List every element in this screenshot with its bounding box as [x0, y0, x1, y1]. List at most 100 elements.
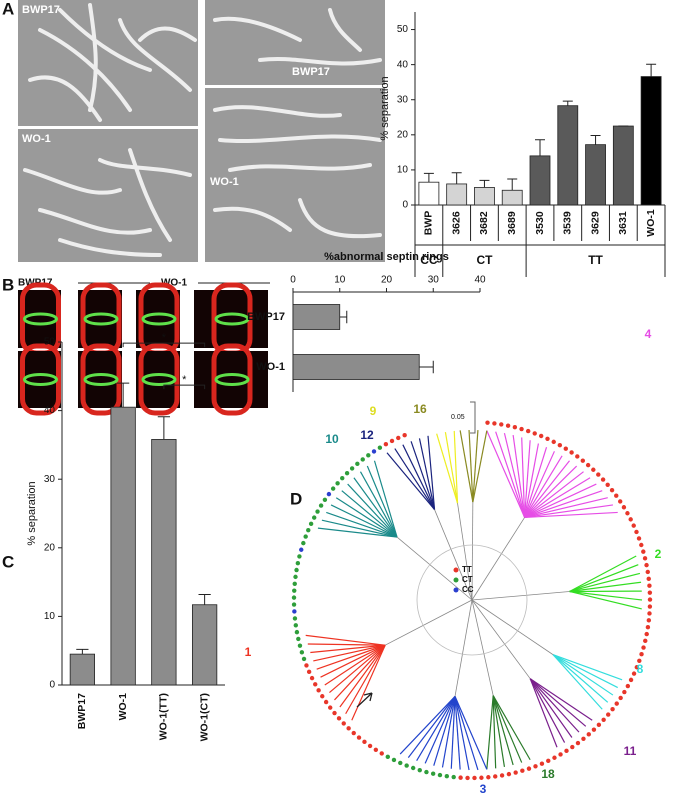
x-tick-label: WO-1(CT) [198, 693, 210, 741]
x-tick-label: 20 [381, 275, 393, 286]
branch [345, 644, 386, 715]
bar [585, 144, 606, 206]
leaf-dot [417, 767, 422, 773]
leaf-dot [575, 740, 581, 746]
branch [326, 511, 398, 538]
branch [453, 430, 459, 504]
branch [471, 599, 494, 696]
branch [444, 431, 459, 504]
leaf-dot [410, 765, 416, 771]
leaf-dot [591, 727, 597, 732]
leaf-dot [316, 688, 321, 693]
y-tick-label: 20 [44, 542, 56, 553]
branch [492, 695, 514, 766]
legend-dot [453, 567, 459, 573]
leaf-dot [362, 739, 367, 745]
legend-label: CC [462, 585, 474, 594]
leaf-dot [643, 638, 648, 644]
leaf-dot [291, 602, 297, 607]
leaf-dot [618, 499, 623, 504]
error-bar [507, 178, 518, 191]
x-tick-label: 30 [428, 275, 440, 286]
leaf-dot [512, 425, 518, 430]
y-tick-label: 30 [44, 474, 56, 485]
y-tick-label: 40 [397, 59, 409, 70]
branch [320, 644, 386, 678]
leaf-dot [580, 458, 586, 463]
leaf-dot [631, 671, 637, 676]
leaf-dot [326, 491, 332, 497]
bar [191, 604, 218, 686]
leaf-dot [637, 658, 642, 663]
panel-letter: B [2, 275, 14, 294]
leaf-dot [430, 771, 436, 776]
image-label: WO-1 [210, 176, 239, 188]
clade-label: 1 [245, 645, 252, 659]
branch [454, 599, 473, 697]
leaf-dot [563, 446, 568, 451]
leaf-dot [591, 467, 596, 472]
x-tick-label: 0 [290, 275, 296, 286]
panel-letter: A [2, 0, 14, 18]
leaf-dot [313, 682, 318, 687]
error-bar [76, 648, 89, 655]
leaf-dot [647, 611, 652, 616]
branch [394, 448, 436, 510]
cell-wall [211, 343, 253, 416]
x-tick-label: 3539 [562, 211, 574, 235]
cell-wall [20, 343, 61, 416]
branch [359, 471, 398, 538]
branch [569, 572, 641, 593]
leaf-dot [385, 754, 390, 760]
leaf-dot [564, 748, 569, 754]
leaf-dot [639, 542, 644, 548]
branch [492, 695, 523, 763]
leaf-dot [366, 453, 371, 458]
leaf-dot [341, 721, 346, 726]
x-tick-label: 3689 [506, 211, 518, 235]
x-tick-label: BWP [423, 211, 435, 236]
leaf-dot [292, 616, 298, 621]
leaf-dot [601, 717, 606, 722]
image-label: BWP17 [292, 66, 330, 78]
branch [454, 696, 470, 771]
leaf-dot [351, 730, 356, 736]
branch [416, 696, 456, 762]
leaf-dot [600, 477, 606, 482]
leaf-dot [625, 683, 631, 689]
leaf-dot [646, 618, 652, 623]
branch [366, 465, 398, 538]
leaf-dot [306, 527, 311, 533]
image-label: WO-1 [161, 278, 188, 289]
leaf-dot [323, 699, 329, 705]
leaf-dot [328, 705, 333, 710]
branch [524, 440, 531, 518]
branch [529, 678, 580, 733]
fluorescence-images [18, 282, 268, 416]
branch [529, 678, 573, 738]
y-tick-label: 40 [44, 405, 56, 416]
branch [569, 581, 642, 593]
y-tick-label: 50 [397, 24, 409, 35]
leaf-dot [303, 534, 308, 539]
branch [324, 644, 386, 686]
branch [410, 441, 436, 510]
branch [569, 564, 639, 593]
bar [501, 189, 523, 206]
branch [433, 696, 456, 766]
y-tick-label: 0 [49, 680, 55, 691]
leaf-dot [349, 466, 355, 471]
branch [524, 460, 570, 518]
scale-label: 0.05 [451, 414, 465, 421]
branch [552, 654, 603, 710]
branch [492, 695, 497, 769]
fluo-image [194, 290, 268, 348]
branch [472, 430, 488, 503]
leaf-dot [291, 595, 297, 600]
branch [351, 644, 386, 721]
legend-dot [453, 587, 459, 593]
clade-label: 18 [541, 767, 555, 781]
leaf-dot [444, 774, 450, 779]
branch [427, 435, 436, 510]
leaf-dot [293, 574, 298, 580]
